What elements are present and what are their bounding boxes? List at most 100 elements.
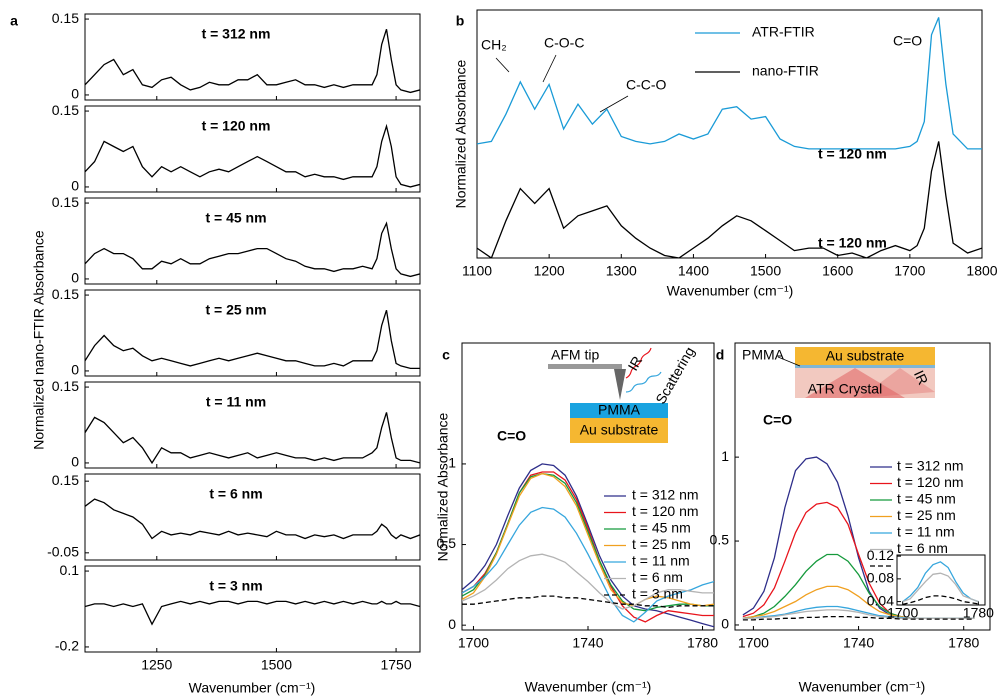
x-tick-label: 1700 bbox=[458, 635, 489, 651]
y-tick-label: 0.15 bbox=[52, 10, 79, 26]
x-tick-label: 1740 bbox=[843, 635, 874, 651]
x-tick-label: 1780 bbox=[963, 605, 994, 621]
annotation: IR bbox=[911, 368, 931, 387]
annotation: C-C-O bbox=[626, 77, 667, 93]
legend-label: t = 25 nm bbox=[632, 536, 691, 552]
x-tick-label: 1750 bbox=[380, 657, 411, 673]
plot-frame bbox=[84, 105, 421, 193]
legend-label: t = 45 nm bbox=[632, 520, 691, 536]
annotation: t = 6 nm bbox=[209, 486, 262, 502]
x-tick-label: 1200 bbox=[534, 263, 565, 279]
y-axis-title: Normalized Absorbance bbox=[435, 412, 451, 561]
cantilever bbox=[548, 364, 622, 369]
y-tick-label: 0 bbox=[721, 616, 729, 632]
line-series bbox=[902, 595, 979, 605]
legend-label: t = 6 nm bbox=[897, 540, 948, 556]
y-tick-label: 0.5 bbox=[710, 532, 730, 548]
pmma-layer bbox=[795, 365, 935, 368]
x-axis-title: Wavenumber (cm⁻¹) bbox=[525, 679, 652, 695]
pointer bbox=[542, 54, 557, 83]
annotation: Au substrate bbox=[580, 422, 659, 438]
legend-label: ATR-FTIR bbox=[752, 24, 815, 40]
line-series bbox=[85, 29, 420, 94]
y-tick-label: 0.12 bbox=[867, 547, 894, 563]
x-tick-label: 1780 bbox=[687, 635, 718, 651]
annotation: ATR Crystal bbox=[808, 381, 882, 397]
x-tick-label: 1600 bbox=[822, 263, 853, 279]
x-tick-label: 1500 bbox=[261, 657, 292, 673]
annotation: C=O bbox=[763, 412, 792, 428]
x-tick-label: 1780 bbox=[948, 635, 979, 651]
y-tick-label: 0 bbox=[71, 270, 79, 286]
annotation: C=O bbox=[497, 428, 526, 444]
plot-frame bbox=[84, 289, 421, 377]
y-tick-label: 1 bbox=[448, 455, 456, 471]
x-tick-label: 1700 bbox=[887, 605, 918, 621]
legend-label: t = 45 nm bbox=[897, 491, 956, 507]
line-series bbox=[85, 123, 420, 188]
annotation: t = 11 nm bbox=[206, 394, 266, 410]
legend-label: nano-FTIR bbox=[752, 63, 819, 79]
annotation: CH₂ bbox=[481, 37, 507, 53]
annotation: Au substrate bbox=[826, 348, 905, 364]
legend-label: t = 120 nm bbox=[632, 503, 699, 519]
x-tick-label: 1700 bbox=[738, 635, 769, 651]
y-tick-label: -0.2 bbox=[55, 638, 79, 654]
y-tick-label: 0.15 bbox=[52, 102, 79, 118]
line-series bbox=[85, 498, 420, 540]
y-tick-label: 0 bbox=[71, 454, 79, 470]
x-tick-label: 1800 bbox=[966, 263, 997, 279]
plot-frame bbox=[84, 381, 421, 469]
plot-frame bbox=[84, 473, 421, 561]
x-axis-title: Wavenumber (cm⁻¹) bbox=[799, 679, 926, 695]
annotation: t = 25 nm bbox=[205, 302, 266, 318]
y-tick-label: 0 bbox=[71, 178, 79, 194]
line-series bbox=[85, 221, 420, 278]
line-series bbox=[742, 609, 975, 619]
line-series bbox=[742, 615, 975, 621]
line-series bbox=[462, 463, 714, 628]
x-tick-label: 1400 bbox=[678, 263, 709, 279]
annotation: t = 312 nm bbox=[202, 26, 271, 42]
annotation: t = 120 nm bbox=[202, 118, 271, 134]
y-tick-label: 0 bbox=[71, 362, 79, 378]
annotation: C=O bbox=[893, 33, 922, 49]
x-axis-title: Wavenumber (cm⁻¹) bbox=[667, 283, 794, 299]
line-series bbox=[462, 472, 714, 607]
x-tick-label: 1500 bbox=[750, 263, 781, 279]
plot-frame bbox=[84, 13, 421, 101]
annotation: IR bbox=[624, 353, 645, 373]
panel-label: a bbox=[10, 13, 18, 29]
ir-beam bbox=[805, 368, 905, 398]
legend-label: t = 3 nm bbox=[632, 586, 683, 602]
line-series bbox=[477, 141, 982, 258]
annotation: AFM tip bbox=[551, 347, 599, 363]
y-tick-label: 0.15 bbox=[52, 286, 79, 302]
legend-label: t = 25 nm bbox=[897, 507, 956, 523]
annotation: PMMA bbox=[742, 347, 785, 363]
plot-frame bbox=[476, 9, 983, 259]
annotation: Scattering bbox=[652, 344, 697, 407]
legend-label: t = 6 nm bbox=[632, 569, 683, 585]
y-tick-label: -0.05 bbox=[47, 544, 79, 560]
pmma-layer bbox=[570, 403, 668, 418]
annotation: PMMA bbox=[598, 402, 641, 418]
afm-tip bbox=[614, 369, 626, 400]
legend-label: t = 312 nm bbox=[632, 487, 699, 503]
x-tick-label: 1740 bbox=[572, 635, 603, 651]
line-series bbox=[85, 412, 420, 465]
legend-label: t = 312 nm bbox=[897, 458, 964, 474]
y-tick-label: 0 bbox=[71, 86, 79, 102]
x-axis-title: Wavenumber (cm⁻¹) bbox=[189, 680, 316, 696]
line-series bbox=[477, 17, 982, 150]
panel-label: c bbox=[442, 347, 450, 363]
y-tick-label: 0.1 bbox=[60, 562, 80, 578]
y-axis-title: Normalized Absorbance bbox=[453, 59, 469, 208]
line-series bbox=[902, 572, 979, 603]
y-tick-label: 1 bbox=[721, 448, 729, 464]
ir-beam bbox=[860, 368, 935, 398]
pointer bbox=[777, 356, 801, 367]
y-tick-label: 0.08 bbox=[867, 570, 894, 586]
y-tick-label: 0.15 bbox=[52, 472, 79, 488]
